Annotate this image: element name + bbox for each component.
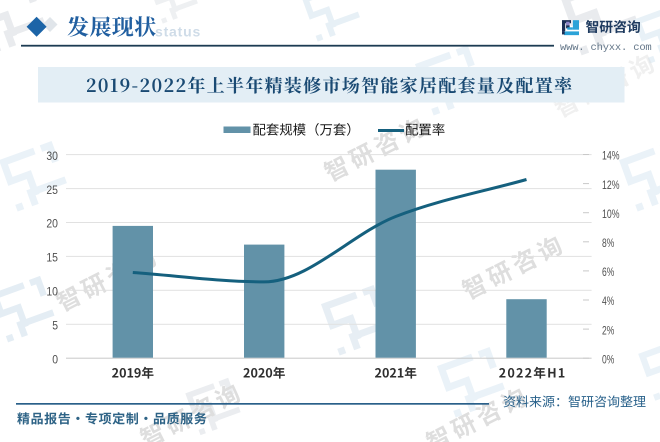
svg-text:6%: 6% [602,265,615,279]
svg-text:25: 25 [46,183,58,197]
svg-text:www. chyxx. com: www. chyxx. com [560,42,652,54]
svg-text:0: 0 [52,352,58,366]
svg-text:2%: 2% [602,323,615,337]
svg-text:10: 10 [46,285,58,299]
svg-text:30: 30 [46,149,58,163]
svg-text:0%: 0% [602,352,615,366]
svg-text:12%: 12% [602,178,620,192]
svg-text:8%: 8% [602,236,615,250]
svg-text:14%: 14% [602,149,620,163]
svg-text:status: status [155,24,201,40]
svg-text:4%: 4% [602,294,615,308]
svg-text:20: 20 [46,217,58,231]
svg-text:15: 15 [46,251,58,265]
svg-text:10%: 10% [602,207,620,221]
svg-text:5: 5 [52,319,58,333]
